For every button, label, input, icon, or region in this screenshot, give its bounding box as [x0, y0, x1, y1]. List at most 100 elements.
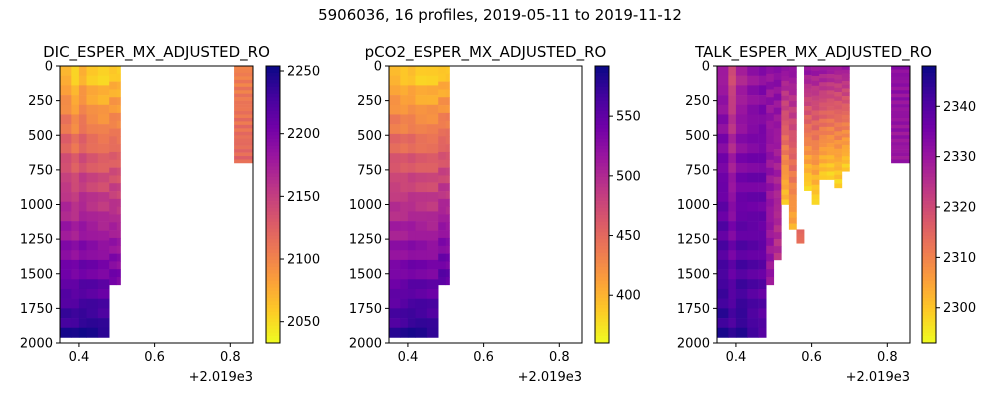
- heatmap-cell: [796, 235, 805, 237]
- colorbar-segment: [595, 211, 609, 216]
- heatmap-cell: [71, 269, 80, 280]
- colorbar-segment: [266, 138, 280, 143]
- heatmap-cell: [781, 150, 790, 156]
- heatmap-cell: [758, 133, 767, 144]
- heatmap-cell: [109, 97, 118, 106]
- colorbar-segment: [595, 66, 609, 70]
- heatmap-cell: [819, 171, 828, 176]
- heatmap-cell: [78, 162, 87, 173]
- colorbar-segment: [266, 225, 280, 230]
- heatmap-cell: [389, 279, 401, 290]
- heatmap-cell: [781, 75, 790, 82]
- heatmap-cell: [758, 143, 767, 154]
- heatmap-cell: [717, 318, 729, 329]
- heatmap-cell: [735, 124, 748, 135]
- colorbar-segment: [595, 297, 609, 302]
- heatmap-cell: [116, 128, 121, 137]
- heatmap-cell: [758, 240, 767, 251]
- heatmap-cell: [826, 175, 835, 180]
- colorbar-segment: [595, 111, 609, 115]
- heatmap-cell: [819, 74, 828, 79]
- colorbar-segment: [266, 142, 280, 147]
- heatmap-cell: [773, 252, 782, 261]
- colorbar-segment: [266, 107, 280, 112]
- heatmap-cell: [811, 130, 820, 136]
- heatmap-cell: [811, 66, 820, 72]
- heatmap-cell: [234, 72, 254, 77]
- heatmap-cell: [109, 230, 118, 239]
- heatmap-cell: [758, 250, 767, 261]
- heatmap-cell: [747, 327, 759, 338]
- heatmap-cell: [86, 250, 99, 261]
- heatmap-cell: [819, 143, 828, 148]
- x-tick-label: 0.4: [726, 350, 747, 365]
- heatmap-cell: [841, 144, 850, 149]
- colorbar-segment: [266, 207, 280, 212]
- heatmap-cell: [445, 261, 450, 270]
- heatmap-cell: [811, 174, 820, 181]
- heatmap-cell: [773, 114, 782, 122]
- colorbar-segment: [922, 318, 936, 323]
- heatmap-cell: [747, 133, 759, 144]
- heatmap-cell: [804, 79, 812, 85]
- heatmap-cell: [407, 66, 416, 76]
- colorbar-segment: [922, 242, 936, 247]
- heatmap-cell: [415, 85, 428, 96]
- heatmap-cell: [389, 192, 401, 203]
- colorbar-tick-label: 2340: [943, 100, 976, 115]
- colorbar-segment: [922, 149, 936, 153]
- heatmap-cell: [735, 250, 748, 261]
- heatmap-cell: [438, 120, 447, 129]
- heatmap-cell: [826, 147, 835, 152]
- heatmap-cell: [766, 253, 775, 262]
- heatmap-cell: [400, 288, 409, 299]
- heatmap-cell: [109, 128, 118, 137]
- heatmap-cell: [415, 288, 428, 299]
- heatmap-cell: [407, 104, 416, 115]
- heatmap-cell: [415, 95, 428, 106]
- heatmap-cell: [747, 124, 759, 135]
- heatmap-cell: [426, 182, 439, 193]
- heatmap-cell: [891, 83, 911, 88]
- heatmap-cell: [234, 69, 254, 74]
- heatmap-cell: [891, 156, 911, 160]
- heatmap-cell: [389, 211, 401, 222]
- heatmap-cell: [841, 167, 850, 172]
- heatmap-cells: [389, 66, 450, 338]
- heatmap-cell: [71, 298, 80, 309]
- heatmap-cell: [415, 230, 428, 241]
- heatmap-cell: [116, 167, 121, 176]
- heatmap-cell: [781, 80, 790, 87]
- heatmap-cell: [426, 85, 439, 96]
- colorbar-segment: [266, 318, 280, 323]
- colorbar-segment: [595, 336, 609, 340]
- heatmap-cell: [804, 146, 812, 151]
- colorbar-segment: [266, 311, 280, 316]
- colorbar-segment: [266, 93, 280, 98]
- colorbar-segment: [922, 308, 936, 313]
- heatmap-cell: [415, 269, 428, 280]
- colorbar-segment: [266, 149, 280, 153]
- heatmap-cell: [86, 308, 99, 319]
- colorbar-segment: [595, 156, 609, 160]
- heatmap-cell: [811, 75, 820, 82]
- heatmap-cell: [773, 142, 782, 150]
- heatmap-cell: [109, 105, 118, 114]
- heatmap-cell: [735, 182, 748, 193]
- heatmap-cell: [109, 183, 118, 192]
- heatmap-cell: [60, 182, 72, 193]
- heatmap-cell: [97, 153, 110, 164]
- heatmap-cell: [834, 113, 843, 119]
- heatmap-cell: [97, 162, 110, 173]
- colorbar-segment: [922, 100, 936, 105]
- heatmap-cell: [86, 230, 99, 241]
- heatmap-cell: [60, 269, 72, 280]
- heatmap-cell: [781, 199, 790, 205]
- heatmap-cell: [438, 245, 447, 254]
- heatmap-cell: [796, 234, 805, 236]
- heatmap-cell: [766, 66, 775, 75]
- heatmap-cell: [78, 288, 87, 299]
- heatmap-cell: [407, 143, 416, 154]
- heatmap-cell: [796, 235, 805, 237]
- heatmap-cell: [426, 240, 439, 251]
